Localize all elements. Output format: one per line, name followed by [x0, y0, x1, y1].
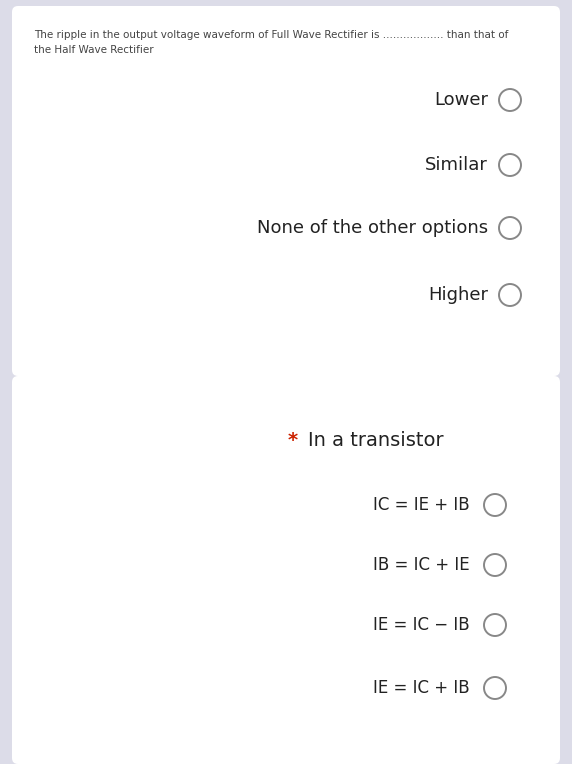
FancyBboxPatch shape	[12, 376, 560, 764]
Text: In a transistor: In a transistor	[308, 430, 444, 449]
Text: The ripple in the output voltage waveform of Full Wave Rectifier is ............: The ripple in the output voltage wavefor…	[34, 30, 509, 55]
Text: IE = IC + IB: IE = IC + IB	[374, 679, 470, 697]
Text: *: *	[288, 430, 305, 449]
Text: IC = IE + IB: IC = IE + IB	[374, 496, 470, 514]
FancyBboxPatch shape	[12, 6, 560, 376]
Text: IB = IC + IE: IB = IC + IE	[374, 556, 470, 574]
Text: IE = IC − IB: IE = IC − IB	[374, 616, 470, 634]
Text: Similar: Similar	[425, 156, 488, 174]
Text: Higher: Higher	[428, 286, 488, 304]
Text: Lower: Lower	[434, 91, 488, 109]
Text: None of the other options: None of the other options	[257, 219, 488, 237]
